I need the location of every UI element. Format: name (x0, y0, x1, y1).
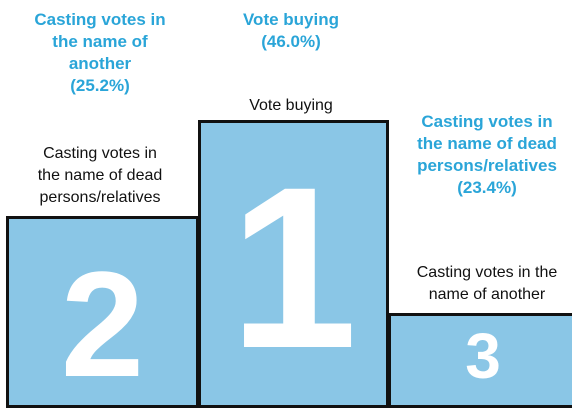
podium-label: Casting votes in the name of dead persons/… (0, 143, 200, 209)
label-line: Vote buying (249, 97, 333, 114)
podium-caption: Casting votes in the name of dead persons/… (387, 111, 572, 199)
rank-number: 1 (229, 139, 358, 396)
podium-caption: Casting votes in the name of another (25.2%… (0, 9, 200, 97)
label-line: persons/relatives (39, 189, 161, 206)
caption-line: Vote buying (242, 10, 339, 29)
caption-line: (23.4%) (457, 178, 517, 197)
rank-number: 2 (60, 240, 145, 408)
caption-line: another (68, 54, 132, 73)
podium-label: Vote buying (191, 95, 391, 117)
podium-label: Casting votes in the name of another (387, 262, 572, 306)
caption-line: (25.2%) (70, 76, 130, 95)
rank-number: 3 (465, 320, 501, 392)
caption-line: persons/relatives (417, 156, 557, 175)
podium-step: 1 (198, 120, 389, 408)
podium-step: 2 (6, 216, 199, 408)
label-line: Casting votes in (43, 145, 157, 162)
caption-line: the name of dead (417, 134, 557, 153)
label-line: name of another (428, 286, 546, 303)
caption-line: (46.0%) (261, 32, 321, 51)
caption-line: Casting votes in (34, 10, 166, 29)
label-line: Casting votes in the (416, 264, 558, 281)
podium-caption: Vote buying (46.0%) (191, 9, 391, 53)
label-line: the name of dead (37, 167, 163, 184)
caption-line: the name of (52, 32, 148, 51)
caption-line: Casting votes in (421, 112, 553, 131)
podium-step: 3 (388, 313, 572, 408)
